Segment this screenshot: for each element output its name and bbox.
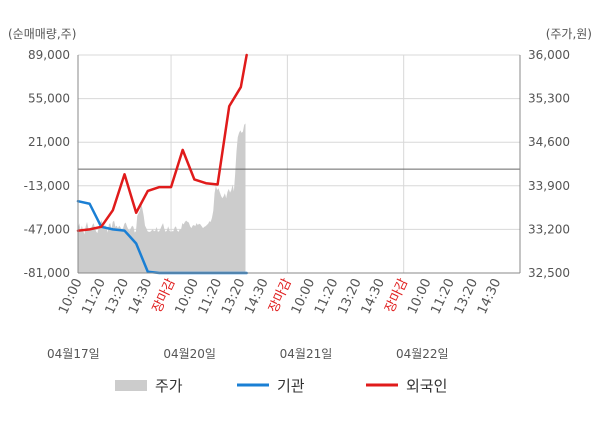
date-label: 04월21일 xyxy=(280,347,333,361)
y-right-tick: 32,500 xyxy=(528,266,570,280)
legend-price-swatch xyxy=(115,380,147,391)
left-axis-unit: (순매매량,주) xyxy=(8,27,76,41)
date-label: 04월17일 xyxy=(47,347,100,361)
y-left-tick: 89,000 xyxy=(28,48,70,62)
foreign-line xyxy=(76,53,248,232)
y-right-tick: 35,300 xyxy=(528,92,570,106)
date-labels: 04월17일 04월20일 04월21일 04월22일 xyxy=(47,347,449,361)
legend: 주가 기관 외국인 xyxy=(115,377,447,395)
y-right-tick: 33,200 xyxy=(528,222,570,236)
y-left-tick: -81,000 xyxy=(24,266,70,280)
price-area xyxy=(78,123,246,273)
y-left-tick: 21,000 xyxy=(28,135,70,149)
y-left-tick: -47,000 xyxy=(24,222,70,236)
y-right-tick: 33,900 xyxy=(528,179,570,193)
price-area-layer xyxy=(78,123,246,273)
y-right-tick: 34,600 xyxy=(528,135,570,149)
right-axis-ticks: 36,000 35,300 34,600 33,900 33,200 32,500 xyxy=(528,48,570,280)
left-axis-ticks: 89,000 55,000 21,000 -13,000 -47,000 -81,000 xyxy=(24,48,70,280)
y-left-tick: 55,000 xyxy=(28,92,70,106)
y-right-tick: 36,000 xyxy=(528,48,570,62)
legend-foreign-label: 외국인 xyxy=(406,377,447,395)
date-label: 04월22일 xyxy=(396,347,449,361)
legend-price-label: 주가 xyxy=(155,377,183,395)
y-left-tick: -13,000 xyxy=(24,179,70,193)
x-axis-ticks: 10:0011:2013:2014:30장마감10:0011:2013:2014… xyxy=(56,276,504,316)
date-label: 04월20일 xyxy=(163,347,216,361)
legend-institution-label: 기관 xyxy=(277,377,305,395)
right-axis-unit: (주가,원) xyxy=(546,27,592,41)
plot-frame xyxy=(77,55,521,274)
